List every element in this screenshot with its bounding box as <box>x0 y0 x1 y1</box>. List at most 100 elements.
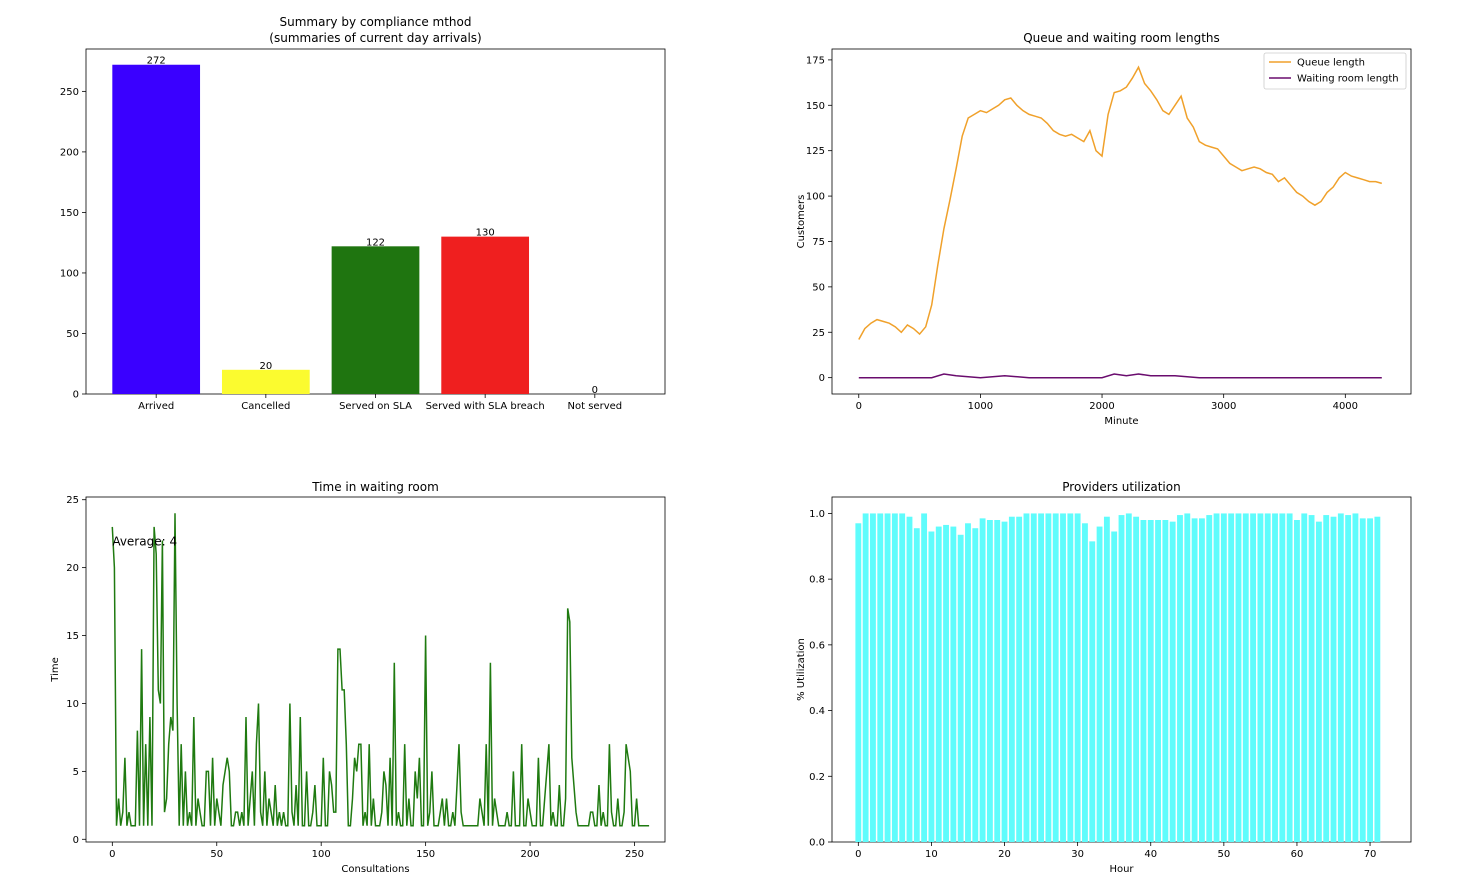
bar <box>1125 513 1132 842</box>
bar <box>1023 513 1030 842</box>
bar <box>1074 513 1081 842</box>
x-tick-label: 0 <box>856 401 862 412</box>
bar <box>855 523 862 842</box>
bar <box>972 528 979 842</box>
bar <box>1111 531 1118 842</box>
y-tick-label: 25 <box>812 328 825 339</box>
bar <box>1177 515 1183 842</box>
bar <box>1038 513 1045 842</box>
x-tick-label: 200 <box>521 849 540 860</box>
x-tick-label: 150 <box>416 849 435 860</box>
x-tick-label: Served with SLA breach <box>426 401 545 412</box>
x-tick-label: Not served <box>568 401 623 412</box>
bar <box>862 513 869 842</box>
bar <box>921 513 928 842</box>
bar <box>928 531 935 842</box>
bar <box>1242 513 1249 842</box>
bar <box>1367 518 1373 842</box>
bar <box>1220 513 1227 842</box>
x-tick-label: 250 <box>625 849 644 860</box>
y-tick-label: 75 <box>812 237 825 248</box>
bar <box>1096 526 1103 842</box>
plot-frame <box>85 496 666 843</box>
y-tick-label: 100 <box>806 192 825 203</box>
data-label: 130 <box>476 228 495 239</box>
bar <box>1286 513 1293 842</box>
bar <box>935 526 942 842</box>
bar <box>1008 516 1015 842</box>
bar <box>1250 513 1257 842</box>
bar <box>1272 513 1278 842</box>
bar <box>1315 521 1322 842</box>
y-tick-label: 0.2 <box>809 772 825 783</box>
y-tick-label: 50 <box>812 282 825 293</box>
bar <box>331 246 420 394</box>
bar <box>913 528 920 842</box>
bar <box>1330 516 1337 842</box>
legend: Queue length Waiting room length <box>1263 52 1407 90</box>
x-tick-label: 30 <box>1071 849 1084 860</box>
bar <box>1228 513 1235 842</box>
average-annotation: Average: 4 <box>112 534 177 548</box>
bar <box>979 518 986 842</box>
chart-title: Providers utilization <box>1062 480 1180 494</box>
y-tick-label: 0.8 <box>809 575 825 586</box>
bar <box>1323 515 1330 842</box>
y-axis-label: % Utilization <box>796 638 807 701</box>
x-tick-label: Cancelled <box>241 401 290 412</box>
bar <box>899 513 906 842</box>
bar <box>112 64 201 394</box>
y-tick-label: 0 <box>73 835 79 846</box>
x-tick-label: Served on SLA <box>339 401 412 412</box>
y-tick-label: 125 <box>806 146 825 157</box>
x-axis-label: Consultations <box>341 864 409 875</box>
x-tick-label: 50 <box>210 849 223 860</box>
bar <box>441 236 530 394</box>
bar <box>1206 515 1213 842</box>
bar <box>1301 513 1308 842</box>
series-line-1 <box>858 65 1383 340</box>
bar <box>1198 518 1205 842</box>
bar <box>1016 516 1023 842</box>
y-tick-label: 20 <box>66 563 79 574</box>
bar <box>1118 515 1125 842</box>
bar <box>1103 516 1110 842</box>
bar <box>1060 513 1066 842</box>
bar <box>1264 513 1271 842</box>
x-tick-label: 4000 <box>1333 401 1358 412</box>
chart-title: Summary by compliance mthod <box>280 15 472 29</box>
bar <box>1133 516 1140 842</box>
legend-label: Queue length <box>1297 58 1365 69</box>
y-tick-label: 0.4 <box>809 706 825 717</box>
bar <box>1337 513 1344 842</box>
chart-subtitle: (summaries of current day arrivals) <box>269 31 481 45</box>
x-tick-label: 50 <box>1217 849 1230 860</box>
bar <box>965 523 971 842</box>
chart-queue-lengths: Queue and waiting room lengths Minute Cust… <box>796 31 1412 427</box>
legend-label: Waiting room length <box>1297 74 1399 85</box>
bar <box>986 520 993 842</box>
bar <box>1140 520 1147 842</box>
data-label: 122 <box>366 237 385 248</box>
y-tick-label: 5 <box>73 767 79 778</box>
chart-title: Time in waiting room <box>311 480 439 494</box>
x-tick-label: 60 <box>1291 849 1304 860</box>
x-tick-label: 0 <box>109 849 115 860</box>
bar <box>1082 523 1088 842</box>
x-tick-label: 100 <box>312 849 331 860</box>
data-label: 0 <box>592 385 598 396</box>
bar <box>1162 520 1169 842</box>
data-label: 272 <box>147 56 166 67</box>
x-tick-label: 3000 <box>1211 401 1236 412</box>
x-tick-label: 40 <box>1144 849 1157 860</box>
bar <box>1374 516 1381 842</box>
chart-waiting-time: Time in waiting room Consultations Time 0 5 1… <box>50 480 666 875</box>
x-axis-label: Hour <box>1109 864 1134 875</box>
y-tick-label: 0.6 <box>809 640 825 651</box>
bar <box>877 513 884 842</box>
y-tick-label: 10 <box>66 699 79 710</box>
bar <box>994 520 1001 842</box>
y-tick-label: 0 <box>73 390 79 401</box>
bar <box>957 534 964 842</box>
bar <box>950 526 957 842</box>
